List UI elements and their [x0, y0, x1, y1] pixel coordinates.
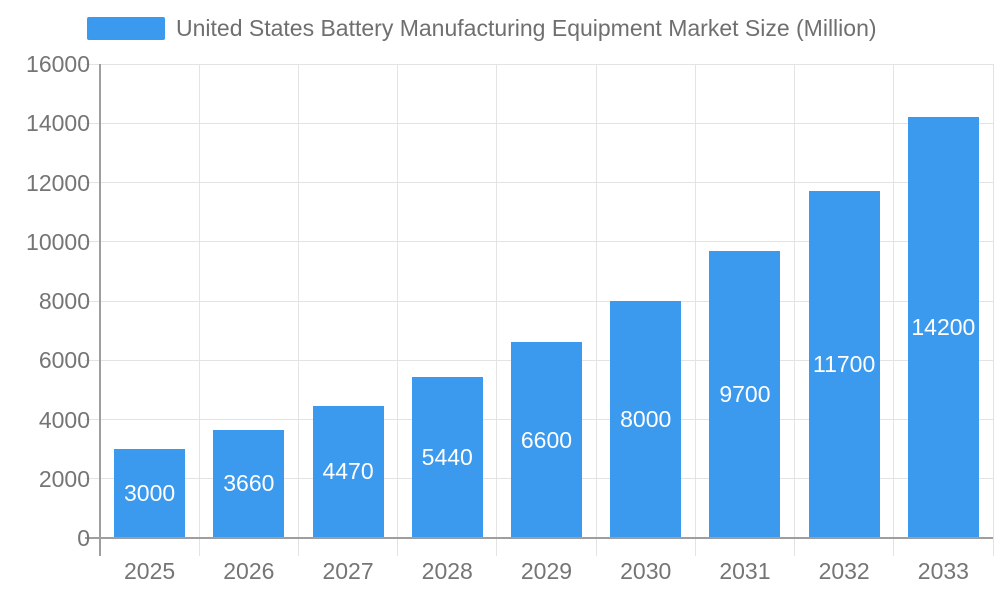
legend-swatch [87, 16, 165, 40]
y-axis-tick-label: 10000 [26, 228, 90, 255]
x-gridline [992, 64, 994, 556]
legend: United States Battery Manufacturing Equi… [87, 15, 877, 41]
bar-value-label: 5440 [421, 443, 473, 470]
x-axis-tick-label: 2033 [917, 558, 969, 584]
bar-value-label: 9700 [719, 380, 771, 407]
y-axis-tick-label: 4000 [38, 406, 90, 433]
x-axis-tick-label: 2032 [818, 558, 870, 584]
bar: 11700 [808, 191, 880, 538]
y-gridline [85, 63, 993, 65]
y-axis-line [99, 64, 101, 556]
x-axis-tick-label: 2031 [719, 558, 771, 584]
x-axis-tick-label: 2028 [421, 558, 473, 584]
bar-value-label: 11700 [813, 351, 876, 378]
bar: 8000 [610, 301, 682, 538]
y-gridline [85, 241, 993, 243]
x-gridline [595, 64, 597, 556]
x-axis-tick-label: 2029 [520, 558, 573, 584]
y-axis-tick-label: 2000 [38, 465, 90, 492]
x-axis-tick-label: 2026 [223, 558, 275, 584]
chart-title: United States Battery Manufacturing Equi… [176, 15, 877, 41]
y-gridline [85, 300, 993, 302]
y-axis-tick-label: 6000 [38, 347, 90, 374]
y-axis-tick-label: 14000 [26, 110, 90, 137]
y-axis-tick-label: 12000 [26, 169, 90, 196]
x-gridline [198, 64, 200, 556]
x-axis-tick-label: 2030 [620, 558, 672, 584]
bar: 5440 [411, 376, 483, 538]
y-gridline [85, 122, 993, 124]
bar: 4470 [312, 405, 384, 538]
bar: 9700 [709, 250, 781, 538]
x-gridline [893, 64, 895, 556]
bar-value-label: 4470 [322, 458, 374, 485]
x-gridline [694, 64, 696, 556]
bar: 14200 [907, 117, 979, 538]
bar-value-label: 3000 [124, 480, 176, 507]
x-axis-tick-label: 2025 [124, 558, 176, 584]
y-axis-tick-label: 8000 [38, 288, 90, 314]
bar-value-label: 8000 [620, 406, 672, 432]
y-gridline [85, 182, 993, 183]
bar: 3660 [213, 429, 285, 538]
bar-value-label: 3660 [223, 470, 275, 497]
x-axis-tick-label: 2027 [322, 558, 374, 584]
bar: 6600 [511, 342, 582, 538]
bar-value-label: 6600 [520, 426, 573, 453]
y-axis-tick-label: 0 [77, 525, 90, 551]
x-gridline [794, 64, 796, 556]
x-gridline [397, 64, 399, 556]
bar: 3000 [114, 449, 186, 538]
x-gridline [297, 64, 299, 556]
bar-value-label: 14200 [911, 314, 976, 341]
x-axis-line [85, 537, 993, 539]
x-gridline [496, 64, 498, 556]
y-axis-tick-label: 16000 [26, 51, 90, 77]
